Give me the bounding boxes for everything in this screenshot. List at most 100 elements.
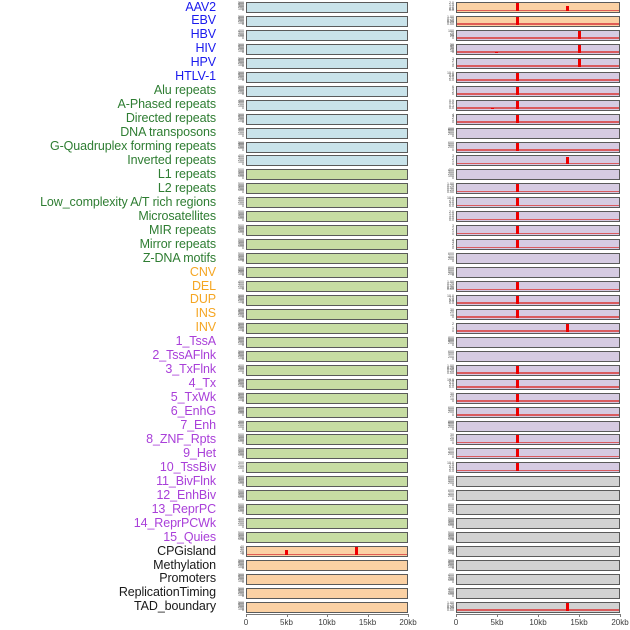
- y-tick-label: 0: [242, 147, 244, 152]
- track-plot-area: [246, 546, 408, 558]
- y-tick-label: 400: [238, 86, 244, 91]
- y-tick-label: 0: [242, 398, 244, 403]
- y-tick-label: 400: [238, 114, 244, 119]
- y-tick-label: 0: [242, 175, 244, 180]
- y-tick-label: 100: [238, 411, 244, 416]
- y-tick-label: 0: [242, 329, 244, 334]
- y-tick-label: 400: [238, 141, 244, 146]
- y-tick-label: 0: [452, 329, 454, 334]
- y-tick-label: 100: [448, 173, 454, 178]
- y-tick-label: 400: [238, 490, 244, 495]
- track-y-axis: 600 400 200 0: [432, 406, 455, 418]
- track-y-axis: 500 400 300 200 100 0: [222, 559, 245, 571]
- track-plot-area: [456, 225, 620, 237]
- track-row: 500 400 300 200 100 0: [222, 448, 418, 460]
- y-tick-label: 200: [448, 590, 454, 595]
- track-plot-area: [246, 169, 408, 181]
- y-tick-label: 2: [452, 89, 454, 94]
- y-tick-label: 300: [448, 588, 454, 593]
- y-tick-label: 300: [238, 380, 244, 385]
- track-label: 12_EnhBiv: [156, 487, 216, 502]
- y-tick-label: 200: [448, 508, 454, 513]
- y-tick-label: 1.5: [449, 212, 454, 217]
- y-tick-label: 0: [242, 454, 244, 459]
- track-row: 1.00 0.75 0.50 0.25 0.00: [432, 364, 630, 376]
- signal-baseline: [457, 302, 619, 304]
- y-tick-label: 500: [238, 307, 244, 312]
- track-row: 500 400 300 200 100 0: [222, 71, 418, 83]
- track-y-axis: 600 400 200 0: [432, 252, 455, 264]
- y-tick-label: 200: [448, 576, 454, 581]
- y-tick-label: 0: [452, 412, 454, 417]
- track-plot-area: [456, 350, 620, 362]
- signal-baseline: [457, 65, 619, 67]
- y-tick-label: 400: [238, 351, 244, 356]
- track-row: 500 400 300 200 100 0: [222, 392, 418, 404]
- y-tick-label: 0.0: [449, 217, 454, 222]
- track-label: HIV: [195, 41, 216, 56]
- y-tick-label: 30: [450, 391, 454, 396]
- signal-baseline: [457, 316, 619, 318]
- y-tick-label: 0: [242, 496, 244, 501]
- x-tick-mark: [579, 614, 580, 617]
- y-tick-label: 10: [450, 312, 454, 317]
- track-row: 10.0 7.5 5.0 2.5 0.0: [432, 378, 630, 390]
- track-row: 400 300 200 100 0: [222, 280, 418, 292]
- y-tick-label: 400: [238, 419, 244, 424]
- y-tick-label: 400: [238, 363, 244, 368]
- track-row: 500 400 300 200 100 0: [432, 545, 630, 558]
- track-y-axis: 500 400 300 200 100 0: [432, 518, 455, 529]
- track-label: 13_ReprPC: [151, 501, 217, 516]
- y-tick-label: 0.3: [449, 103, 454, 108]
- y-tick-label: 100: [238, 509, 244, 514]
- y-tick-label: 0: [452, 552, 454, 557]
- track-y-axis: 10.0 7.5 5.0 2.5 0.0: [432, 378, 455, 390]
- y-tick-label: 300: [238, 128, 244, 133]
- y-tick-label: 200: [238, 326, 244, 331]
- track-y-axis: 0.9 0.6 0.3 0.0: [432, 99, 455, 111]
- track-plot-area: [246, 420, 408, 432]
- track-row: 400 300 200 100 0: [222, 127, 418, 139]
- y-tick-label: 400: [448, 408, 454, 412]
- y-tick-label: 300: [448, 548, 454, 552]
- y-tick-label: 40: [240, 545, 244, 550]
- track-row: 1.00 0.75 0.50 0.25 0.00: [432, 601, 630, 613]
- y-tick-label: 200: [448, 563, 454, 568]
- y-tick-label: 400: [238, 379, 244, 384]
- y-tick-label: 100: [448, 592, 454, 597]
- y-tick-label: 400: [448, 572, 454, 577]
- y-tick-label: 4: [452, 238, 454, 243]
- y-tick-label: 0: [242, 385, 244, 390]
- y-tick-label: 2: [452, 116, 454, 121]
- signal-baseline: [457, 9, 619, 11]
- track-y-axis: 400 300 200 100 0: [222, 518, 245, 529]
- track-label: DUP: [189, 292, 216, 307]
- y-tick-label: 0: [242, 245, 244, 250]
- track-label: 5_TxWk: [170, 390, 216, 405]
- track-y-axis: 500 400 300 200 100 0: [222, 211, 245, 222]
- track-plot-area: [456, 546, 620, 558]
- y-tick-label: 200: [448, 410, 454, 415]
- track-y-axis: 800 600 400 200 0: [432, 476, 455, 487]
- track-y-axis: 400 300 200 100 0: [222, 197, 245, 208]
- track-plot-area: [246, 364, 408, 376]
- y-tick-label: 600: [448, 252, 454, 257]
- x-tick-label: 5kb: [490, 618, 504, 627]
- track-label: 4_Tx: [188, 376, 216, 391]
- signal-peak: [516, 407, 520, 416]
- track-label: 3_TxFlnk: [165, 362, 216, 377]
- y-tick-label: 100: [238, 606, 244, 611]
- track-plot-area: [456, 281, 620, 292]
- y-tick-label: 300: [448, 534, 454, 539]
- track-plot-area: [456, 448, 620, 460]
- y-tick-label: 400: [448, 142, 454, 147]
- y-tick-label: 0: [242, 36, 244, 41]
- track-y-axis: 500 400 300 200 100 0: [222, 141, 245, 153]
- y-tick-label: 0: [452, 580, 454, 585]
- y-tick-label: 500: [238, 503, 244, 508]
- y-tick-label: 800: [448, 266, 454, 271]
- y-tick-label: 300: [238, 450, 244, 455]
- y-tick-label: 0.25: [447, 606, 454, 611]
- y-tick-label: 0.0: [449, 301, 454, 306]
- track-plot-area: [246, 155, 408, 167]
